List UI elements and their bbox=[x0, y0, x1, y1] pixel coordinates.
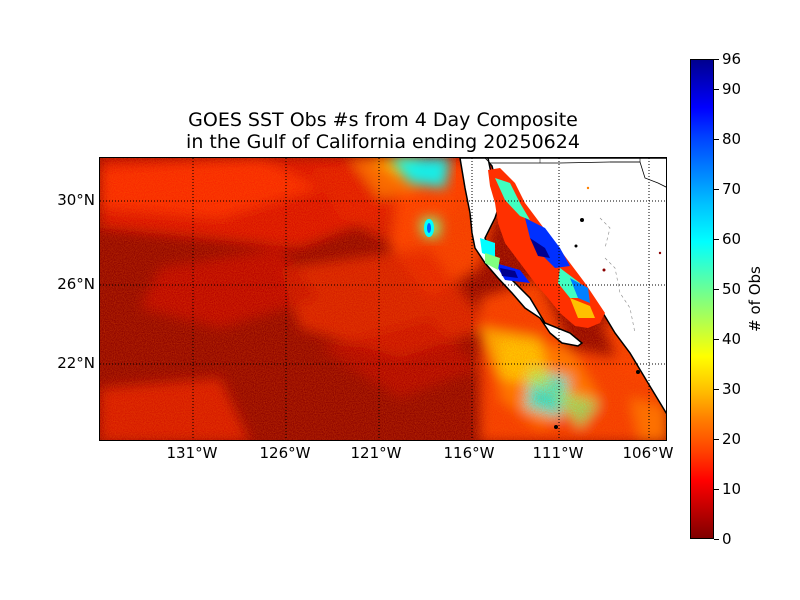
colorbar-tick-label: 90 bbox=[722, 80, 742, 98]
colorbar-tick-label: 60 bbox=[722, 230, 742, 248]
colorbar-tick bbox=[714, 289, 719, 290]
colorbar-tick bbox=[714, 89, 719, 90]
lon-label-106w: 106°W bbox=[622, 444, 674, 462]
title-line-2: in the Gulf of California ending 2025062… bbox=[186, 131, 580, 153]
colorbar-tick bbox=[714, 489, 719, 490]
lon-label-126w: 126°W bbox=[259, 444, 311, 462]
lat-label-22n: 22°N bbox=[57, 354, 95, 372]
colorbar-label: # of Obs bbox=[746, 266, 764, 332]
lat-label-26n: 26°N bbox=[57, 275, 95, 293]
colorbar-tick bbox=[714, 539, 719, 540]
colorbar-tick-label: 10 bbox=[722, 480, 742, 498]
colorbar-tick-label: 70 bbox=[722, 180, 742, 198]
lat-label-30n: 30°N bbox=[57, 191, 95, 209]
colorbar bbox=[690, 59, 714, 539]
colorbar-tick bbox=[714, 339, 719, 340]
colorbar-tick-label: 20 bbox=[722, 430, 742, 448]
colorbar-tick bbox=[714, 139, 719, 140]
lon-label-111w: 111°W bbox=[532, 444, 584, 462]
colorbar-tick-label: 0 bbox=[722, 530, 732, 548]
colorbar-tick bbox=[714, 389, 719, 390]
colorbar-tick-label: 40 bbox=[722, 330, 742, 348]
chart-title: GOES SST Obs #s from 4 Day Composite in … bbox=[99, 109, 667, 153]
graticule bbox=[100, 158, 666, 440]
colorbar-tick-label: 80 bbox=[722, 130, 742, 148]
colorbar-tick bbox=[714, 239, 719, 240]
colorbar-tick bbox=[714, 189, 719, 190]
bahia-vizcaino-high-obs bbox=[480, 238, 530, 283]
sst-map bbox=[99, 157, 667, 441]
lon-label-116w: 116°W bbox=[443, 444, 495, 462]
colorbar-tick bbox=[714, 59, 719, 60]
lon-label-131w: 131°W bbox=[166, 444, 218, 462]
lon-label-121w: 121°W bbox=[350, 444, 402, 462]
gulf-of-california bbox=[488, 168, 605, 328]
title-line-1: GOES SST Obs #s from 4 Day Composite bbox=[188, 109, 578, 131]
colorbar-tick-label: 30 bbox=[722, 380, 742, 398]
colorbar-tick-label: 50 bbox=[722, 280, 742, 298]
land-baja bbox=[459, 158, 584, 347]
colorbar-tick bbox=[714, 439, 719, 440]
map-canvas bbox=[100, 158, 666, 440]
colorbar-tick-label: 96 bbox=[722, 50, 742, 68]
